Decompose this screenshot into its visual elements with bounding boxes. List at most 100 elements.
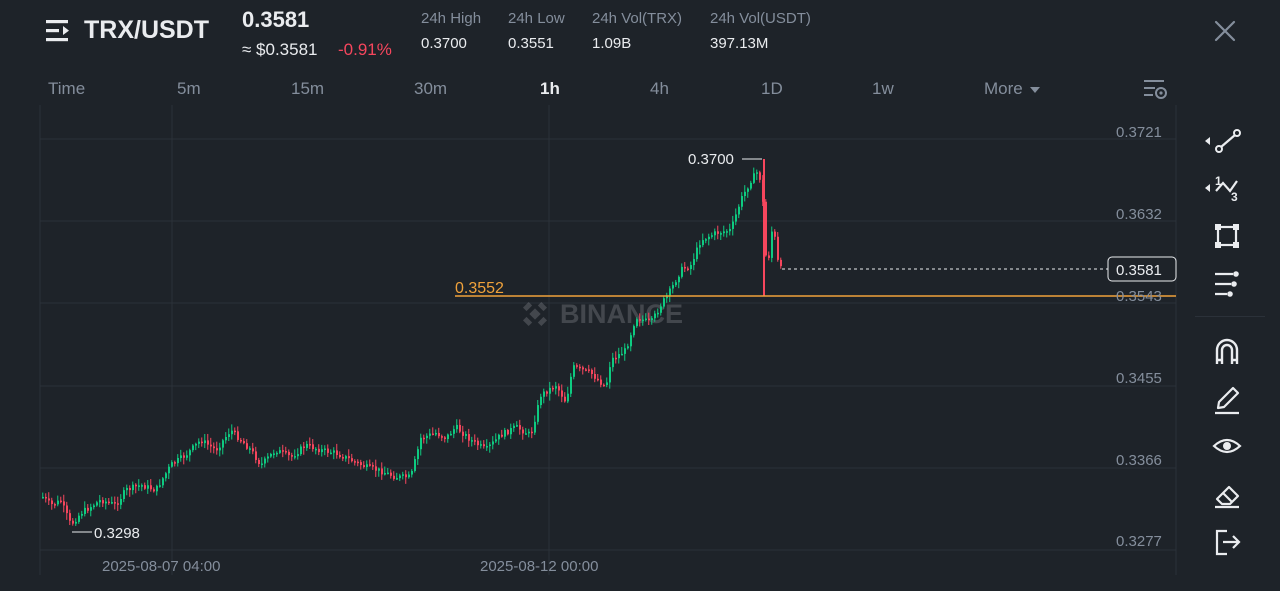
- candle: [549, 387, 551, 394]
- candle: [393, 475, 395, 479]
- interval-1w[interactable]: 1w: [872, 79, 894, 98]
- candle: [573, 365, 575, 377]
- magnet-tool[interactable]: [1205, 332, 1251, 370]
- stat-label-24h-high: 24h High: [421, 10, 482, 27]
- trend-line-icon: [1205, 129, 1241, 153]
- svg-text:1: 1: [1215, 174, 1222, 188]
- stat-label-24h-low: 24h Low: [508, 10, 565, 27]
- candle: [261, 463, 263, 466]
- candle: [495, 439, 497, 442]
- candle: [333, 450, 335, 453]
- stat-value-24h-vol-trx: 1.09B: [592, 35, 632, 52]
- horizontal-line-label: 0.3552: [455, 280, 504, 297]
- candle: [225, 436, 227, 441]
- interval-30m[interactable]: 30m: [414, 79, 448, 98]
- candle: [87, 507, 89, 511]
- candle: [318, 448, 320, 453]
- candle: [345, 456, 347, 459]
- candle: [45, 496, 47, 499]
- candle: [192, 445, 194, 451]
- exit-icon: [1215, 529, 1241, 556]
- candle: [372, 465, 374, 467]
- candle: [111, 502, 113, 504]
- caret-down-icon: [1030, 86, 1041, 93]
- interval-1d[interactable]: 1D: [761, 79, 783, 98]
- candle: [654, 313, 656, 319]
- candle: [360, 462, 362, 466]
- candle: [597, 378, 599, 381]
- candle: [537, 405, 539, 422]
- trend-line-tool[interactable]: [1205, 122, 1251, 160]
- indicators-tool[interactable]: [1205, 265, 1251, 303]
- candle: [636, 319, 638, 327]
- candle: [774, 231, 776, 237]
- candle: [747, 188, 749, 192]
- candlestick-chart[interactable]: BINANCE 0.3552 0.3700 0.3298 0.3721 0.36…: [0, 105, 1190, 591]
- candle: [174, 462, 176, 464]
- candle: [606, 382, 608, 386]
- candle: [147, 485, 149, 489]
- candle: [651, 318, 653, 321]
- candle: [63, 501, 65, 506]
- candle: [465, 434, 467, 436]
- candle: [171, 462, 173, 467]
- candle: [450, 433, 452, 436]
- interval-more[interactable]: More: [984, 79, 1041, 99]
- candle: [150, 485, 152, 490]
- candle: [303, 446, 305, 449]
- candle: [66, 505, 68, 514]
- stat-label-24h-vol-trx: 24h Vol(TRX): [592, 10, 683, 27]
- candle: [711, 235, 713, 237]
- candle: [306, 443, 308, 448]
- eraser-tool[interactable]: [1205, 475, 1251, 513]
- candle: [690, 265, 692, 270]
- eye-icon: [1212, 438, 1242, 454]
- candle: [135, 484, 137, 487]
- stat-value-24h-low: 0.3551: [508, 35, 554, 52]
- candle: [663, 298, 665, 307]
- interval-15m[interactable]: 15m: [291, 79, 325, 98]
- candle: [480, 444, 482, 446]
- magnet-icon: [1215, 338, 1239, 364]
- interval-1h[interactable]: 1h: [540, 79, 560, 98]
- watermark-text: BINANCE: [560, 299, 683, 329]
- candle: [642, 319, 644, 322]
- fib-tool[interactable]: 1 3: [1205, 169, 1251, 207]
- shapes-tool[interactable]: [1205, 217, 1251, 255]
- candle: [702, 240, 704, 246]
- candle: [342, 457, 344, 459]
- menu-icon[interactable]: [44, 18, 72, 44]
- candle: [327, 448, 329, 453]
- candle: [612, 357, 614, 368]
- candle: [159, 485, 161, 487]
- chart-settings-icon[interactable]: [1142, 78, 1168, 100]
- candle: [459, 424, 461, 432]
- candle: [75, 521, 77, 524]
- candle: [513, 425, 515, 429]
- candle: [765, 201, 767, 256]
- interval-5m[interactable]: 5m: [177, 79, 201, 98]
- candle: [510, 428, 512, 435]
- candle: [210, 444, 212, 447]
- interval-4h[interactable]: 4h: [650, 79, 669, 98]
- pen-tool[interactable]: [1205, 380, 1251, 418]
- candle: [186, 455, 188, 458]
- pair-title[interactable]: TRX/USDT: [84, 16, 209, 44]
- candle: [453, 429, 455, 434]
- candle: [540, 396, 542, 406]
- candle: [162, 478, 164, 486]
- interval-time[interactable]: Time: [48, 79, 86, 98]
- candle: [633, 326, 635, 336]
- candle: [570, 376, 572, 394]
- candle: [354, 461, 356, 463]
- candle: [48, 498, 50, 501]
- visibility-tool[interactable]: [1205, 427, 1251, 465]
- close-icon[interactable]: [1212, 18, 1238, 44]
- shapes-icon: [1215, 224, 1239, 248]
- y-tick-label: 0.3366: [1116, 452, 1162, 469]
- candle: [258, 459, 260, 464]
- exit-drawing-tool[interactable]: [1205, 523, 1251, 561]
- candle: [132, 484, 134, 491]
- candle: [240, 439, 242, 442]
- candle: [474, 440, 476, 442]
